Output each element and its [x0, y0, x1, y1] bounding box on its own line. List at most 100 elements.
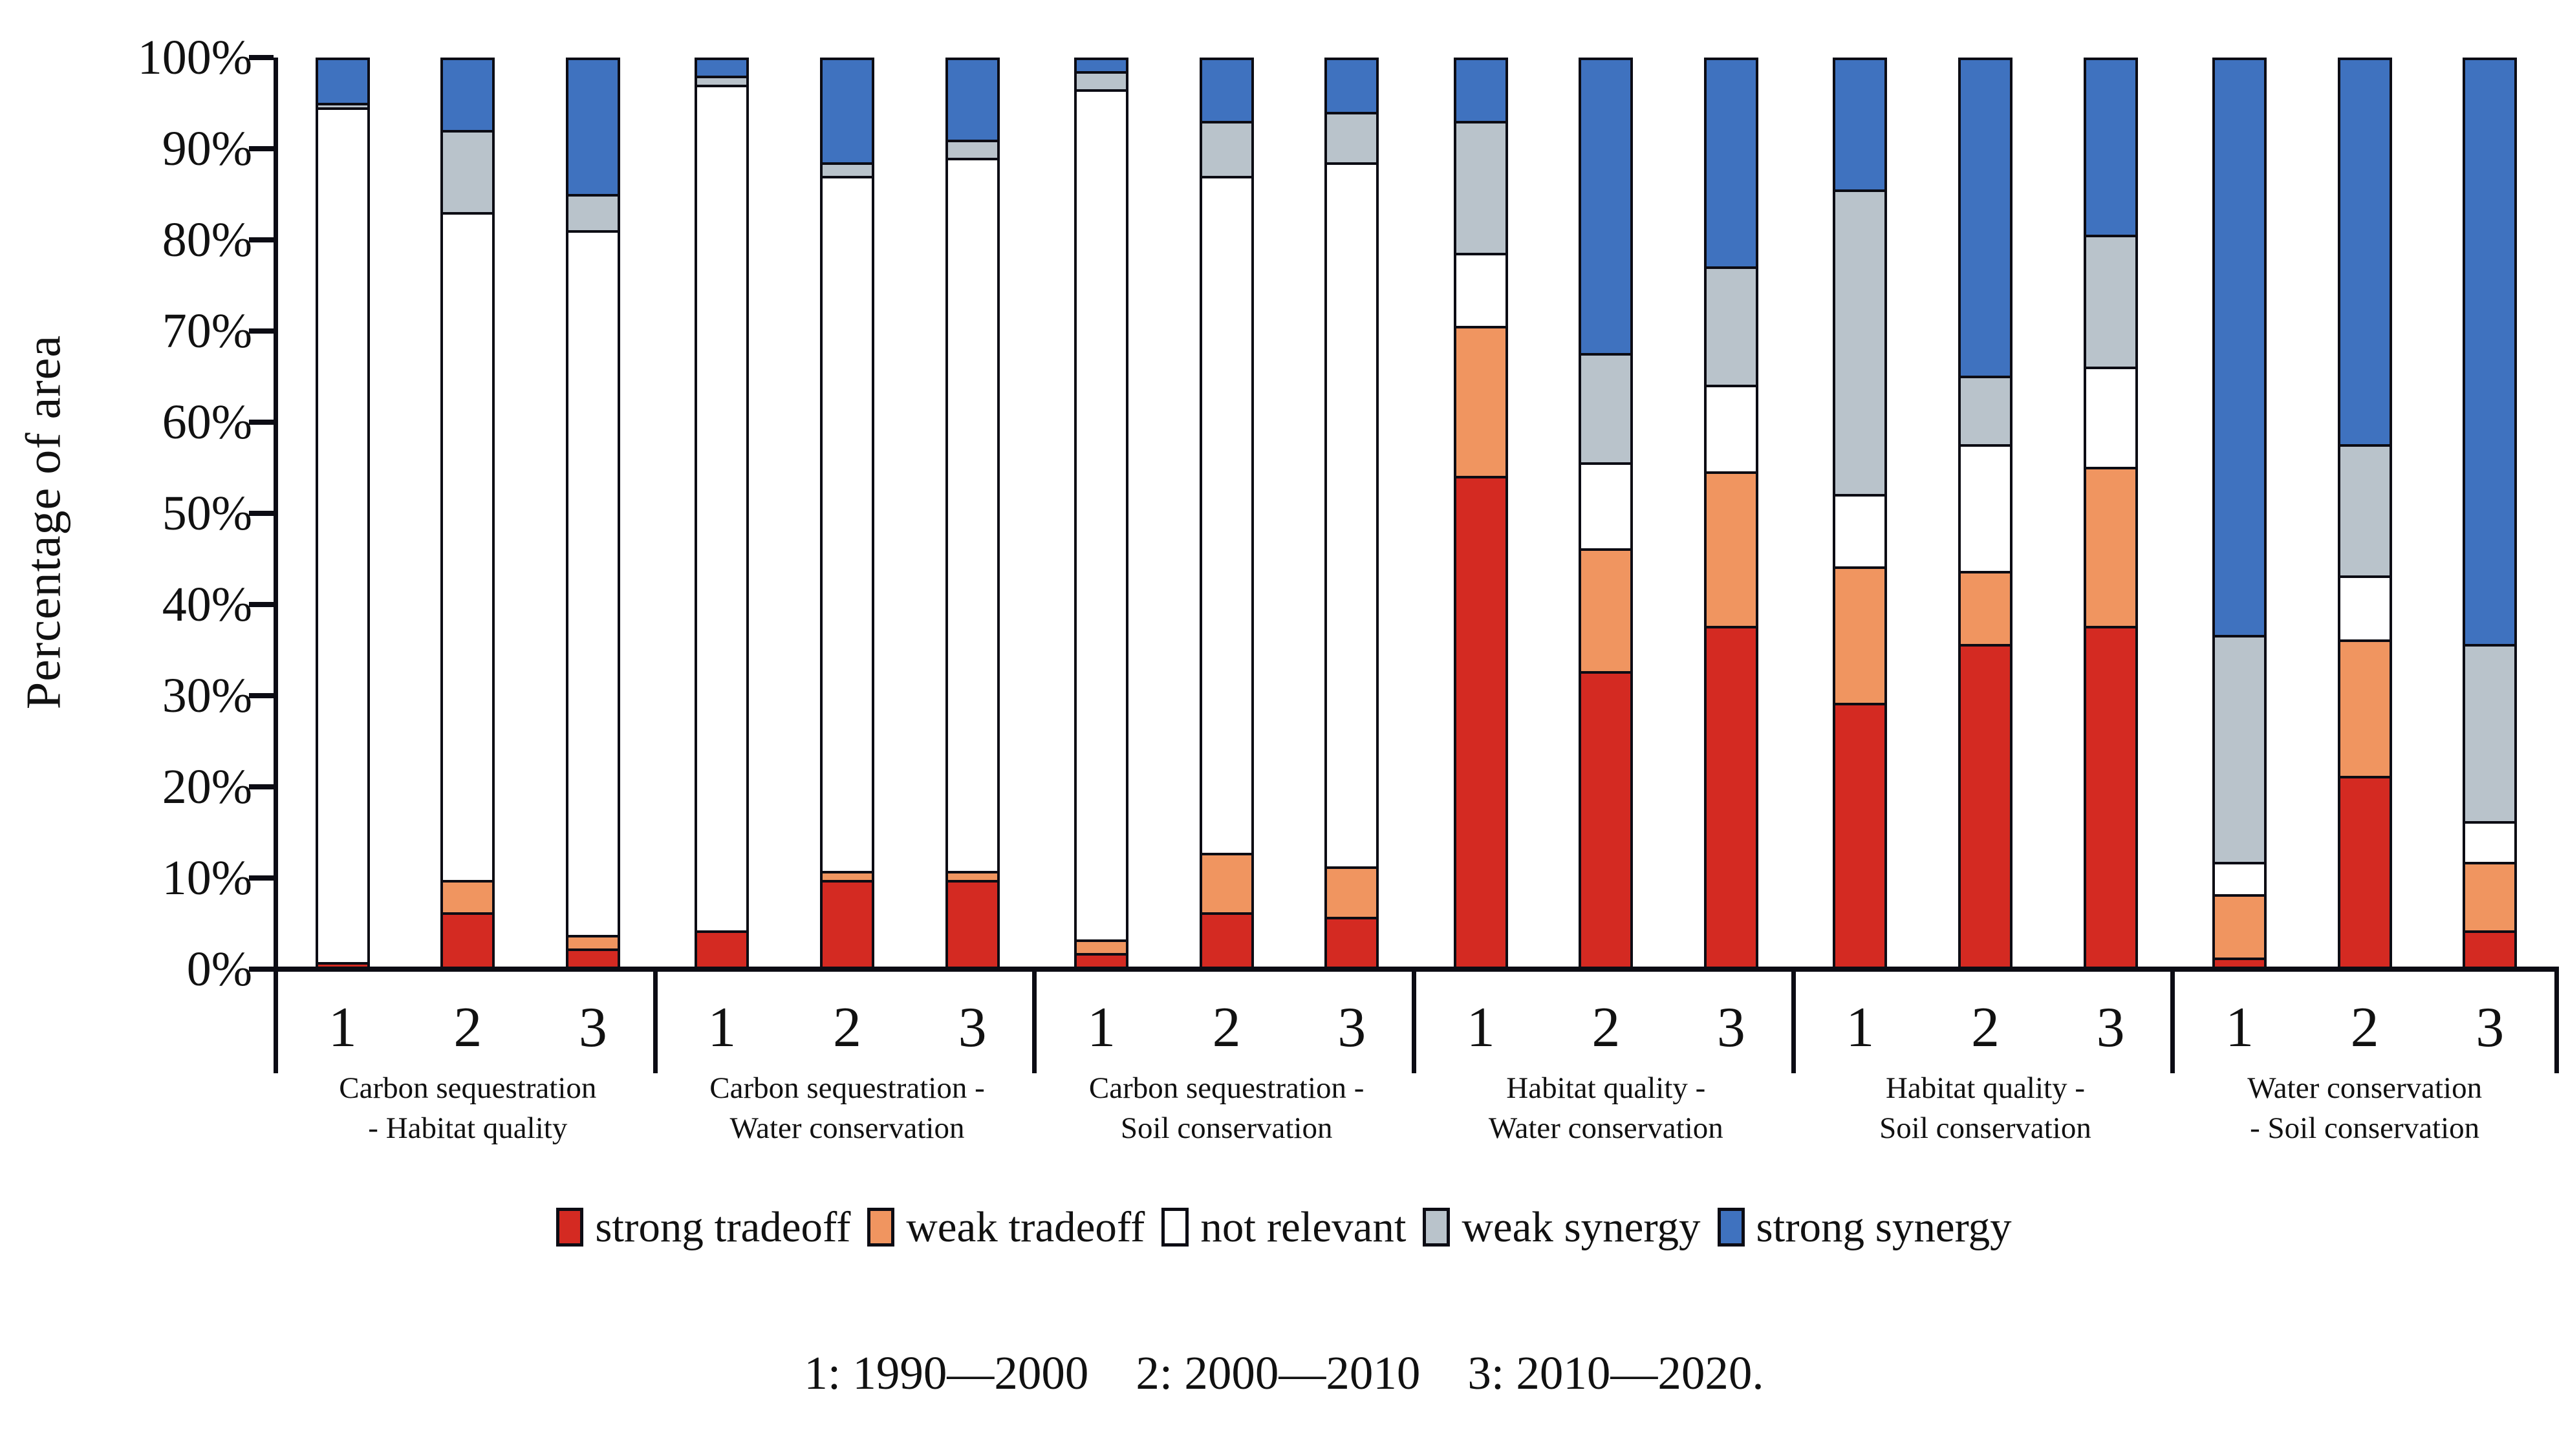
- bar-segment-strong-synergy: [2086, 60, 2135, 238]
- group-caption-line: Carbon sequestration -: [1088, 1071, 1365, 1105]
- bar-segment-strong-synergy: [947, 59, 997, 142]
- group-caption: Carbon sequestration - Water conservation: [709, 1068, 985, 1148]
- group-caption-line: Soil conservation: [1120, 1111, 1333, 1145]
- bar-segment-strong-tradeoff: [1706, 628, 1756, 969]
- bar-segment-not-relevant: [1835, 496, 1885, 570]
- bar-segment-weak-synergy: [1456, 123, 1505, 256]
- bar-segment-weak-tradeoff: [2215, 896, 2265, 960]
- stacked-bar: [1833, 58, 1888, 972]
- stacked-bar: [2212, 58, 2267, 972]
- bar-segment-weak-tradeoff: [1706, 473, 1756, 628]
- group-divider: [2170, 969, 2175, 1073]
- bar-segment-strong-synergy: [823, 60, 872, 165]
- group-caption-line: Carbon sequestration -: [709, 1071, 985, 1105]
- group-caption-line: - Soil conservation: [2250, 1111, 2480, 1145]
- bar-segment-strong-synergy: [568, 60, 618, 197]
- bar-segment-strong-tradeoff: [823, 883, 872, 969]
- ytick-label: 100%: [137, 30, 252, 85]
- bar-segment-not-relevant: [2215, 864, 2265, 897]
- bar-segment-strong-tradeoff: [1077, 955, 1127, 969]
- stacked-bar: [1703, 58, 1758, 972]
- group-divider: [1412, 969, 1416, 1073]
- group-caption-line: - Habitat quality: [368, 1111, 568, 1145]
- bar-segment-weak-tradeoff: [443, 883, 493, 915]
- footer-period-note: 1: 1990—2000 2: 2000—2010 3: 2010—2020.: [804, 1347, 1764, 1399]
- bar-segment-strong-synergy: [2340, 60, 2390, 447]
- bar-segment-strong-synergy: [1835, 60, 1885, 192]
- legend-label: strong tradeoff: [595, 1203, 851, 1251]
- ytick-label: 20%: [162, 760, 252, 814]
- period-label: 2: [1592, 996, 1621, 1059]
- bar-segment-weak-tradeoff: [1961, 573, 2010, 647]
- bar-segment-weak-tradeoff: [1327, 869, 1377, 919]
- period-label: 1: [707, 996, 737, 1059]
- period-label: 3: [958, 996, 987, 1059]
- stacked-bar: [1958, 58, 2012, 972]
- ytick-label: 10%: [162, 851, 252, 905]
- group-divider: [1791, 969, 1796, 1073]
- bar-segment-weak-synergy: [2465, 646, 2515, 824]
- bar-segment-not-relevant: [443, 215, 493, 883]
- period-label: 1: [2225, 996, 2254, 1059]
- stacked-bar: [315, 58, 370, 972]
- bar-segment-weak-synergy: [697, 78, 747, 88]
- bar-segment-strong-tradeoff: [2086, 628, 2135, 969]
- period-label: 3: [1337, 996, 1366, 1059]
- legend-swatch-not-relevant: [1161, 1208, 1189, 1247]
- bar-segment-strong-synergy: [1706, 60, 1756, 270]
- period-label: 2: [1971, 996, 2000, 1059]
- ytick-label: 40%: [162, 577, 252, 632]
- bar-segment-not-relevant: [568, 233, 618, 937]
- bar-segment-not-relevant: [1961, 446, 2010, 574]
- legend-label: weak tradeoff: [906, 1203, 1145, 1251]
- stacked-bar: [1199, 58, 1254, 972]
- legend-swatch-strong-tradeoff: [556, 1208, 584, 1247]
- bar-segment-weak-tradeoff: [1581, 551, 1631, 674]
- bar-segment-weak-tradeoff: [1835, 569, 1885, 706]
- bar-segment-strong-synergy: [1202, 60, 1251, 124]
- bar-segment-not-relevant: [1327, 164, 1377, 870]
- bar-segment-strong-synergy: [2465, 59, 2515, 647]
- stacked-bar: [695, 58, 750, 972]
- ytick-label: 70%: [162, 304, 252, 358]
- ytick-mark: [249, 784, 274, 789]
- bar-segment-strong-tradeoff: [1961, 646, 2010, 969]
- bar-segment-strong-synergy: [1327, 59, 1377, 115]
- bar-segment-weak-synergy: [443, 133, 493, 215]
- stacked-bar: [820, 58, 874, 972]
- bar-segment-strong-tradeoff: [1202, 914, 1251, 969]
- bar-segment-weak-synergy: [823, 164, 872, 178]
- bar-segment-weak-tradeoff: [2086, 469, 2135, 628]
- ytick-mark: [249, 511, 274, 516]
- bar-segment-weak-synergy: [318, 105, 367, 111]
- bar-segment-weak-tradeoff: [2340, 641, 2390, 778]
- ytick-mark: [249, 875, 274, 881]
- bar-segment-strong-synergy: [1077, 60, 1127, 74]
- bar-segment-strong-synergy: [318, 60, 367, 106]
- stacked-bar: [1324, 58, 1379, 972]
- group-caption: Carbon sequestration - Soil conservation: [1089, 1068, 1365, 1148]
- ytick-mark: [249, 420, 274, 425]
- ytick-label: 50%: [162, 486, 252, 541]
- bar-segment-strong-tradeoff: [568, 950, 618, 969]
- legend-label: strong synergy: [1756, 1203, 2012, 1251]
- bar-segment-weak-tradeoff: [568, 937, 618, 951]
- stacked-bar: [945, 58, 1000, 972]
- group-caption: Water conservation - Soil conservation: [2247, 1068, 2482, 1148]
- group-caption-line: Water conservation: [1488, 1111, 1723, 1145]
- period-label: 1: [1087, 996, 1116, 1059]
- period-label: 1: [328, 996, 357, 1059]
- bar-segment-weak-tradeoff: [2465, 864, 2515, 933]
- ytick-mark: [249, 693, 274, 698]
- legend-label: weak synergy: [1462, 1203, 1701, 1251]
- stacked-bar: [1579, 58, 1634, 972]
- chart-legend: strong tradeoff weak tradeoff not relevant…: [0, 1204, 2568, 1250]
- period-label: 3: [2096, 996, 2125, 1059]
- bar-segment-strong-tradeoff: [947, 883, 997, 969]
- period-label: 3: [1716, 996, 1745, 1059]
- group-caption: Habitat quality - Water conservation: [1489, 1068, 1723, 1148]
- legend-item: not relevant: [1161, 1204, 1406, 1250]
- bar-segment-strong-synergy: [1456, 59, 1505, 124]
- ytick-label: 80%: [162, 213, 252, 267]
